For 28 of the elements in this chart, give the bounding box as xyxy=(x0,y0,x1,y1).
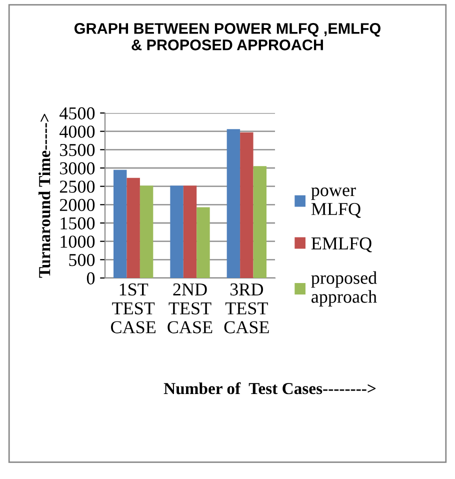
bar xyxy=(240,132,254,278)
x-tick-label: 3RD TEST CASE xyxy=(224,283,269,334)
x-tick-label: 2ND TEST CASE xyxy=(168,283,212,334)
y-tick-label: 2000 xyxy=(60,198,95,212)
chart-title: GRAPH BETWEEN POWER MLFQ ,EMLFQ & PROPOSED APPROACH xyxy=(74,23,380,50)
y-tick-label: 500 xyxy=(69,254,95,266)
y-tick-label: 1000 xyxy=(60,236,95,248)
bar xyxy=(126,178,140,278)
bar xyxy=(196,207,210,278)
legend-label: proposed approach xyxy=(311,271,377,306)
y-tick-label: 1500 xyxy=(60,217,95,230)
y-tick-label: 4000 xyxy=(60,126,95,138)
bar xyxy=(114,170,127,278)
x-axis-title: Number of Test Cases--------> xyxy=(164,382,376,394)
bar xyxy=(170,186,184,278)
legend-label: EMLFQ xyxy=(311,237,372,252)
bar xyxy=(183,186,197,278)
y-tick-label: 2500 xyxy=(60,180,95,193)
y-axis-title: Turnaround Time-----> xyxy=(38,114,50,278)
y-tick-label: 0 xyxy=(86,272,95,284)
bar xyxy=(140,186,154,278)
bar xyxy=(226,129,240,278)
legend-label: power MLFQ xyxy=(311,188,361,218)
y-tick-label: 4500 xyxy=(60,107,95,120)
x-tick-label: 1ST TEST CASE xyxy=(111,283,156,334)
y-tick-label: 3500 xyxy=(60,144,95,156)
bar xyxy=(253,166,266,278)
y-tick-label: 3000 xyxy=(60,162,95,174)
